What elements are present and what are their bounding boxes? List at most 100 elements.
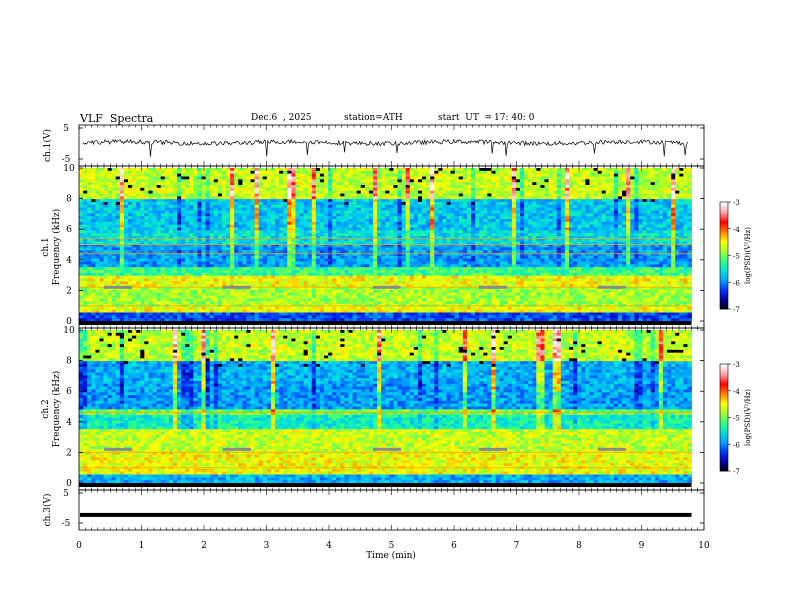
spectrogram-cell bbox=[564, 179, 570, 183]
spectrogram-cell bbox=[683, 210, 688, 214]
spectrogram-cell bbox=[446, 241, 451, 245]
spectrogram-cell bbox=[446, 196, 451, 200]
spectrogram-cell bbox=[683, 179, 688, 183]
spectrogram-cell bbox=[352, 179, 358, 183]
spectrogram-cell bbox=[389, 250, 394, 254]
spectrogram-cell bbox=[618, 187, 623, 192]
spectrogram-cell bbox=[667, 219, 672, 223]
spectrogram-cell bbox=[328, 202, 333, 206]
spectrogram-cell bbox=[144, 170, 149, 175]
spectrogram-cell bbox=[560, 216, 566, 220]
spectrogram-cell bbox=[520, 176, 525, 180]
spectrogram-cell bbox=[552, 233, 558, 237]
spectrogram-cell bbox=[638, 230, 643, 234]
spectrogram-cell bbox=[601, 247, 607, 251]
spectrogram-cell bbox=[275, 244, 280, 248]
spectrogram-cell bbox=[401, 185, 407, 189]
spectrogram-cell bbox=[79, 213, 84, 217]
spectrogram-cell bbox=[409, 187, 415, 192]
spectrogram-cell bbox=[556, 199, 562, 203]
spectrogram-cell bbox=[79, 193, 84, 197]
spectrogram-cell bbox=[548, 182, 554, 186]
spectrogram-cell bbox=[230, 190, 235, 194]
spectrogram-cell bbox=[332, 236, 337, 240]
spectrogram-cell bbox=[152, 204, 157, 209]
spectrogram-cell bbox=[177, 241, 182, 245]
spectrogram-cell bbox=[422, 241, 427, 245]
spectrogram-cell bbox=[238, 176, 243, 180]
spectrogram-cell bbox=[344, 190, 349, 194]
spectrogram-cell bbox=[548, 207, 554, 211]
spectrogram-cell bbox=[266, 170, 272, 175]
spectrogram-cell bbox=[466, 176, 472, 180]
spectrogram-cell bbox=[262, 253, 268, 257]
spectrogram-cell bbox=[197, 258, 202, 262]
spectrogram-cell bbox=[687, 193, 692, 197]
spectrogram-cell bbox=[172, 241, 178, 245]
spectrogram-cell bbox=[344, 202, 349, 206]
spectrogram-cell bbox=[589, 204, 594, 209]
spectrogram-cell bbox=[479, 170, 484, 175]
spectrogram-cell bbox=[283, 238, 288, 243]
spectrogram-cell bbox=[181, 236, 186, 240]
spectrogram-cell bbox=[524, 219, 529, 223]
spectrogram-cell bbox=[254, 210, 260, 214]
spectrogram-cell bbox=[315, 238, 321, 243]
spectrogram-cell bbox=[671, 250, 676, 254]
spectrogram-cell bbox=[450, 247, 456, 251]
spectrogram-cell bbox=[185, 168, 190, 172]
spectrogram-cell bbox=[230, 219, 235, 223]
spectrogram-cell bbox=[368, 193, 374, 197]
spectrogram-cell bbox=[573, 255, 578, 260]
spectrogram-cell bbox=[185, 196, 190, 200]
spectrogram-cell bbox=[291, 170, 296, 175]
spectrogram-cell bbox=[581, 233, 586, 237]
spectrogram-cell bbox=[638, 253, 643, 257]
spectrogram-cell bbox=[630, 227, 635, 231]
spectrogram-cell bbox=[303, 255, 309, 260]
spectrogram-cell bbox=[630, 221, 635, 226]
spectrogram-cell bbox=[128, 219, 133, 223]
spectrogram-cell bbox=[356, 190, 362, 194]
spectrogram-cell bbox=[107, 236, 113, 240]
spectrogram-cell bbox=[577, 202, 582, 206]
spectrogram-cell bbox=[683, 244, 688, 248]
spectrogram-cell bbox=[597, 233, 603, 237]
spectrogram-cell bbox=[548, 238, 554, 243]
spectrogram-cell bbox=[528, 216, 533, 220]
spectrogram-cell bbox=[107, 185, 113, 189]
spectrogram-cell bbox=[634, 179, 639, 183]
spectrogram-cell bbox=[536, 173, 541, 177]
spectrogram-cell bbox=[324, 216, 329, 220]
spectrogram-cell bbox=[556, 236, 562, 240]
spectrogram-cell bbox=[479, 179, 484, 183]
spectrogram-cell bbox=[458, 210, 464, 214]
spectrogram-cell bbox=[434, 238, 439, 243]
spectrogram-cell bbox=[307, 233, 313, 237]
spectrogram-cell bbox=[99, 221, 104, 226]
spectrogram-cell bbox=[246, 250, 251, 254]
spectrogram-cell bbox=[520, 250, 525, 254]
spectrogram-cell bbox=[279, 238, 284, 243]
spectrogram-cell bbox=[405, 213, 411, 217]
spectrogram-cell bbox=[573, 216, 578, 220]
spectrogram-cell bbox=[487, 213, 492, 217]
spectrogram-cell bbox=[471, 224, 476, 228]
spectrogram-cell bbox=[442, 210, 447, 214]
spectrogram-cell bbox=[471, 168, 476, 172]
spectrogram-cell bbox=[315, 173, 321, 177]
spectrogram-cell bbox=[95, 210, 100, 214]
spectrogram-cell bbox=[454, 236, 460, 240]
spectrogram-cell bbox=[99, 241, 104, 245]
spectrogram-cell bbox=[352, 238, 358, 243]
spectrogram-cell bbox=[181, 182, 186, 186]
spectrogram-cell bbox=[454, 193, 460, 197]
spectrogram-cell bbox=[515, 236, 521, 240]
spectrogram-cell bbox=[491, 210, 496, 214]
spectrogram-cell bbox=[152, 236, 157, 240]
spectrogram-cell bbox=[573, 187, 578, 192]
spectrogram-cell bbox=[140, 170, 145, 175]
spectrogram-cell bbox=[381, 255, 386, 260]
spectrogram-cell bbox=[368, 247, 374, 251]
spectrogram-cell bbox=[230, 207, 235, 211]
